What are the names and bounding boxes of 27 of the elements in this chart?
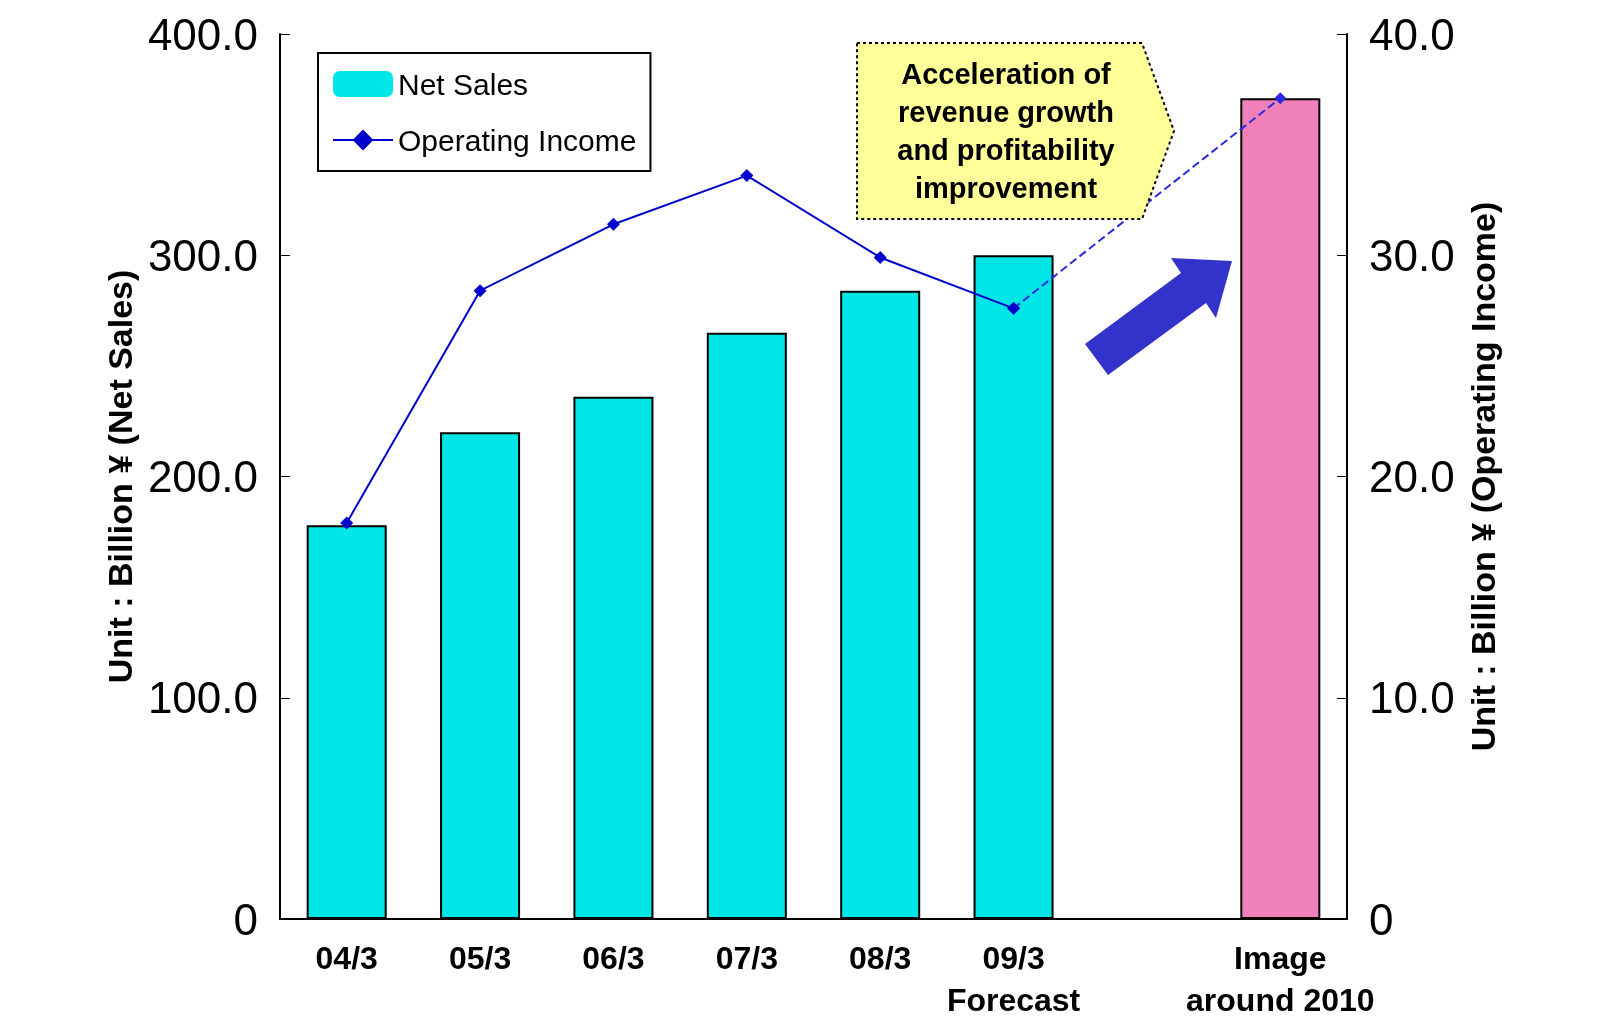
callout-box: Acceleration of revenue growth and profitability improvement [856,42,1176,220]
x-tick-label: 06/3 [582,940,645,976]
y2-tick-label: 40.0 [1369,9,1455,59]
x-tick-label: 09/3 Forecast [946,940,1081,1018]
y2-tick-label: 10.0 [1369,673,1455,723]
point [340,516,354,530]
point [1274,92,1287,105]
x-tick-label: 07/3 [715,940,778,976]
legend-label: Net Sales [398,67,529,101]
y-tick-label: 0 [233,894,258,944]
y-tick-label: 200.0 [147,452,258,501]
x-tick-label: 08/3 [849,940,912,976]
point [873,250,887,264]
annotation: Acceleration of revenue growth and profitability improvement [896,57,1116,206]
legend-label: Operating Income [398,123,637,157]
point [473,284,487,298]
x-tick-label: 05/3 [448,940,512,976]
y-axis-title: Unit : Billion ¥ (Net Sales) [100,269,139,684]
y2-tick-label: 30.0 [1369,230,1455,280]
y-tick-label: 300.0 [147,230,258,280]
point [606,217,620,231]
point [740,169,754,183]
x-tick-label: 04/3 [315,940,378,976]
y-tick-label: 400.0 [147,9,258,59]
y2-axis-title: Unit : Billion ¥ (Operating Income) [1463,201,1502,752]
y-tick-label: 100.0 [147,673,258,723]
y2-tick-label: 20.0 [1369,452,1455,501]
